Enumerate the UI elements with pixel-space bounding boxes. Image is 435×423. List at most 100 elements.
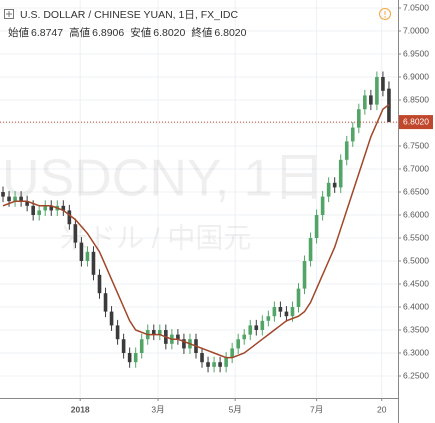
- candle-body: [314, 215, 319, 239]
- candle-body: [326, 182, 331, 197]
- candle-body: [375, 77, 379, 105]
- ohlc-label: 安値: [130, 26, 151, 39]
- y-tick-label: 6.3000: [403, 347, 429, 357]
- candle-body: [7, 196, 11, 202]
- candle-body: [182, 339, 186, 349]
- candle-body: [224, 357, 228, 367]
- y-tick-label: 6.7500: [403, 140, 429, 150]
- candle-body: [248, 325, 253, 335]
- candle-body: [85, 251, 90, 262]
- candle-body: [344, 141, 349, 160]
- icon-box: [4, 9, 14, 19]
- candle-body: [212, 362, 216, 367]
- x-tick-label: 5月: [229, 404, 242, 414]
- candle-body: [67, 210, 72, 225]
- candle-body: [308, 238, 313, 262]
- axes: 6.2500 6.3000 6.3500 6.4000 6.4500 6.5000 6.55…: [71, 2, 433, 414]
- candle-body: [369, 95, 373, 105]
- watermark-symbol: USDCNY, 1日: [2, 150, 325, 208]
- y-tick-label: 6.9500: [403, 48, 429, 58]
- candle-body: [278, 307, 283, 312]
- y-tick-label: 6.4000: [403, 301, 429, 311]
- candle-body: [200, 353, 204, 363]
- candle-body: [363, 95, 367, 110]
- candle-body: [272, 307, 277, 317]
- candle-body: [43, 205, 48, 211]
- candle-body: [254, 325, 259, 331]
- price-label-box: [399, 115, 433, 130]
- candle-body: [139, 339, 144, 354]
- watermark-name: 米ドル / 中国元: [60, 222, 251, 253]
- symbol-icon[interactable]: [4, 9, 14, 19]
- candle-body: [91, 251, 96, 275]
- alert-dot: [384, 16, 386, 18]
- candle-body: [218, 362, 222, 367]
- candle-body: [290, 307, 295, 317]
- ohlc-label: 高値: [69, 26, 90, 39]
- candle-body: [25, 201, 29, 206]
- candle-body: [284, 311, 289, 317]
- candle-body: [97, 274, 102, 294]
- ohlc-header: 始値 6.8747 高値 6.8906 安値 6.8020 終値 6.8020: [8, 26, 247, 39]
- candle-body: [206, 362, 210, 367]
- y-tick-label: 6.3500: [403, 324, 429, 334]
- candle-body: [302, 261, 307, 289]
- y-tick-label: 7.0000: [403, 25, 429, 35]
- candle-body: [61, 205, 66, 211]
- ohlc-value: 6.8906: [92, 27, 124, 39]
- candle-body: [133, 353, 138, 363]
- y-tick-label: 6.8500: [403, 94, 429, 104]
- candle-body: [151, 330, 156, 335]
- candle-body: [115, 325, 120, 340]
- plot: [0, 71, 398, 373]
- y-tick-label: 6.2500: [403, 370, 429, 380]
- candle-body: [266, 316, 271, 321]
- y-tick-label: 6.5500: [403, 232, 429, 242]
- y-tick-label: 6.5000: [403, 255, 429, 265]
- chart-title: U.S. DOLLAR / CHINESE YUAN, 1日, FX_IDC: [20, 9, 238, 21]
- x-tick-label: 3月: [151, 404, 164, 414]
- candle-body: [37, 210, 42, 216]
- candle-body: [109, 311, 114, 326]
- candle-body: [356, 109, 361, 128]
- candle-body: [73, 224, 78, 243]
- y-tick-label: 6.4500: [403, 278, 429, 288]
- candle-body: [79, 242, 84, 262]
- candle-body: [13, 196, 17, 202]
- candle-body: [320, 196, 325, 216]
- alert-circle: [379, 8, 391, 20]
- candle-body: [1, 192, 5, 197]
- candle-body: [350, 127, 355, 142]
- candle-body: [338, 159, 343, 188]
- candle-body: [381, 77, 385, 91]
- ohlc-value: 6.8020: [153, 27, 185, 39]
- y-tick-label: 6.9000: [403, 71, 429, 81]
- x-tick-label: 7月: [310, 404, 323, 414]
- candle-body: [121, 339, 126, 354]
- candle-body: [332, 182, 337, 188]
- y-tick-label: 6.7000: [403, 163, 429, 173]
- candle-body: [230, 348, 234, 358]
- x-tick-label: 2018: [71, 404, 90, 414]
- candle-body: [176, 334, 180, 340]
- candle-body: [296, 288, 301, 308]
- ohlc-value: 6.8747: [31, 27, 63, 39]
- candle-body: [31, 205, 35, 216]
- candle-body: [19, 196, 23, 202]
- ohlc-label: 終値: [191, 26, 212, 39]
- candle-body: [103, 293, 108, 312]
- y-tick-label: 7.0500: [403, 2, 429, 12]
- price-label: 6.8020: [403, 116, 429, 126]
- moving-average: [2, 104, 390, 359]
- ohlc-label: 始値: [8, 26, 29, 39]
- candle-body: [236, 339, 241, 349]
- candle-body: [49, 205, 54, 211]
- y-tick-label: 6.6000: [403, 209, 429, 219]
- candle-body: [242, 334, 247, 340]
- y-tick-label: 6.6500: [403, 186, 429, 196]
- alert-icon[interactable]: [379, 8, 391, 20]
- candle-body: [157, 330, 162, 335]
- x-tick-label: 20: [377, 404, 387, 414]
